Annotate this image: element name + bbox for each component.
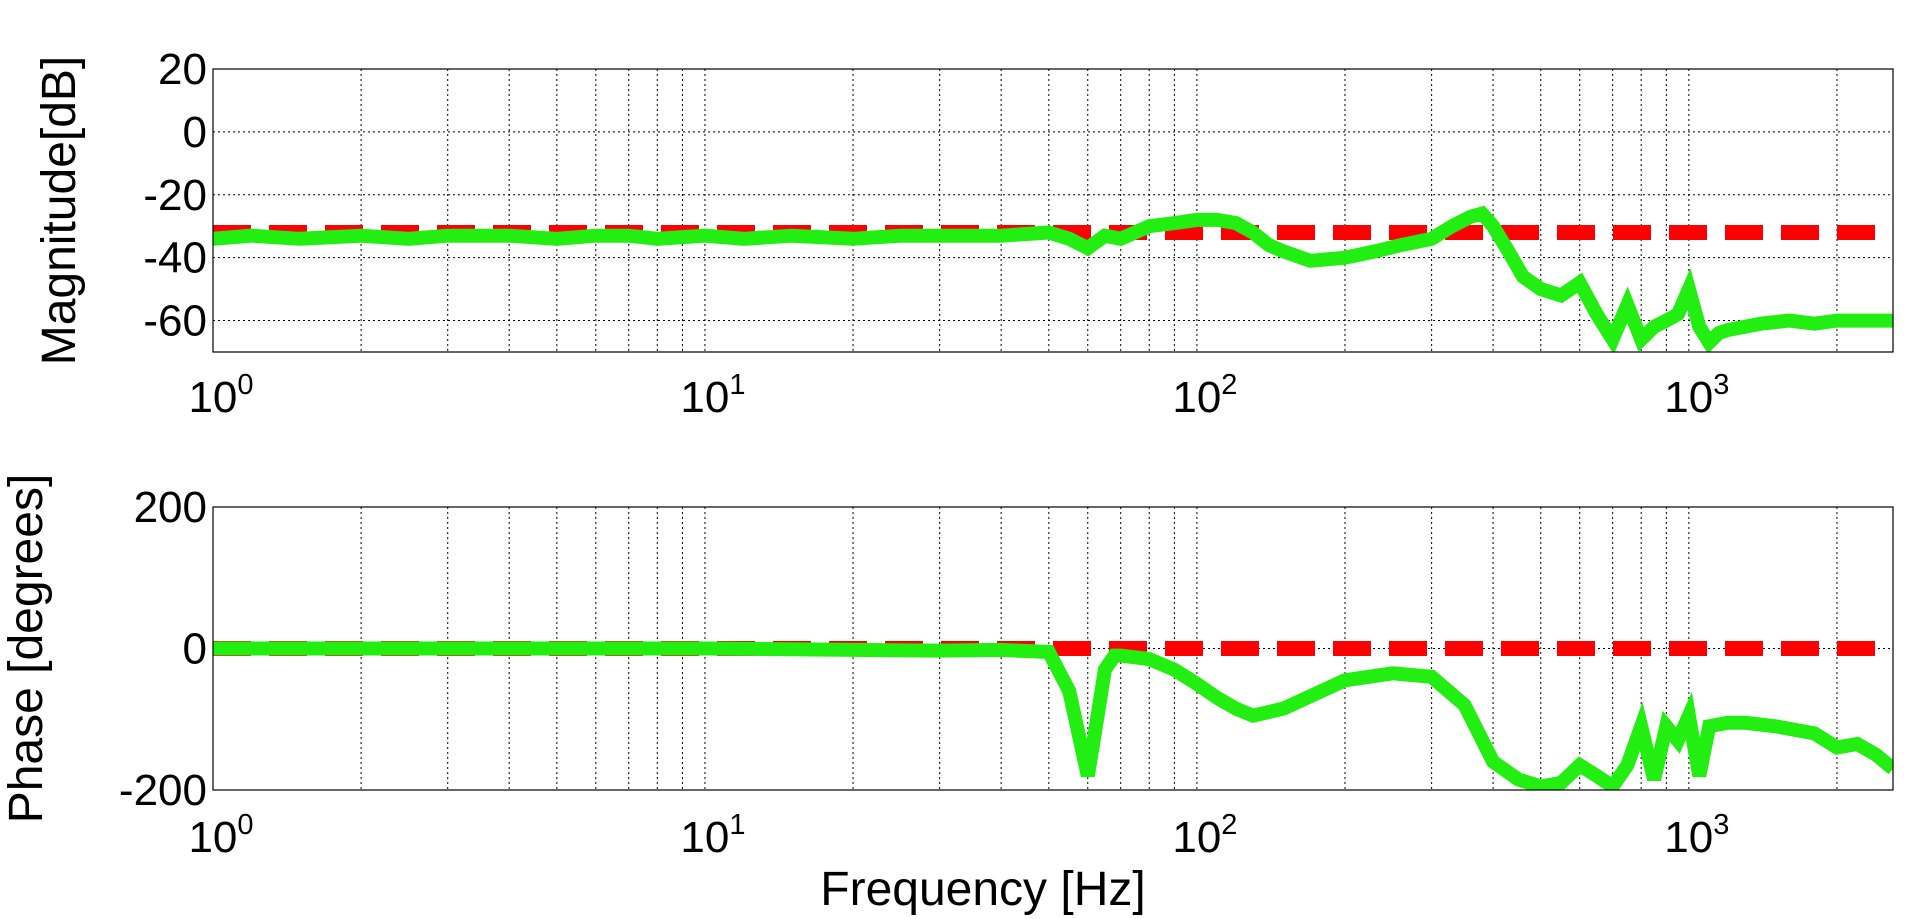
measured-response-line bbox=[213, 641, 1893, 790]
plot-frame bbox=[212, 506, 1894, 791]
y-tick-label: 200 bbox=[134, 483, 207, 532]
y-tick-label: 0 bbox=[183, 625, 207, 674]
x-tick-label: 103 bbox=[1664, 369, 1729, 422]
x-tick-label: 101 bbox=[680, 369, 745, 422]
x-tick-label: 102 bbox=[1172, 369, 1237, 422]
plot-frame bbox=[212, 68, 1894, 353]
y-tick-label: -200 bbox=[119, 766, 207, 815]
y-tick-label: -60 bbox=[143, 297, 207, 346]
y-axis-label: Magnitude[dB] bbox=[33, 56, 86, 366]
y-tick-label: -20 bbox=[143, 171, 207, 220]
x-tick-label: 102 bbox=[1172, 809, 1237, 862]
magnitude-panel: 20 0 -20 -40 -60 100 101 102 103 Magnitude[dB] bbox=[33, 45, 1894, 422]
y-tick-label: 0 bbox=[183, 108, 207, 157]
y-tick-label: -40 bbox=[143, 234, 207, 283]
measured-response-line bbox=[213, 205, 1893, 352]
x-tick-label: 100 bbox=[188, 369, 253, 422]
y-tick-label: 20 bbox=[158, 45, 207, 94]
x-axis-label: Frequency [Hz] bbox=[820, 863, 1145, 916]
x-tick-label: 100 bbox=[188, 809, 253, 862]
x-tick-label: 103 bbox=[1664, 809, 1729, 862]
x-tick-label: 101 bbox=[680, 809, 745, 862]
y-axis-label: Phase [degrees] bbox=[0, 474, 53, 824]
